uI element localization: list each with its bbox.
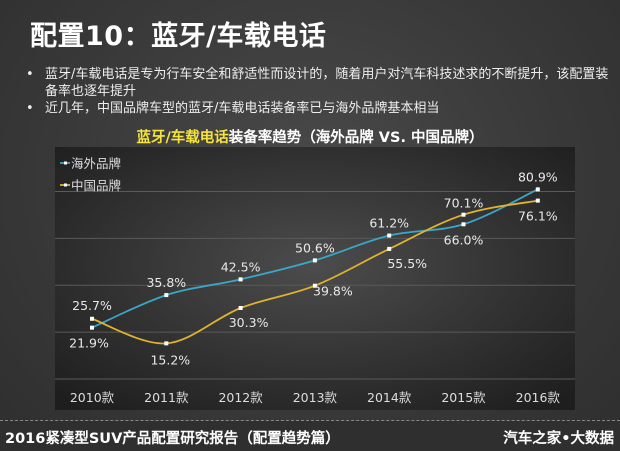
chart-title: 蓝牙/车载电话装备率趋势（海外品牌 VS. 中国品牌） — [0, 126, 620, 147]
data-label: 61.2% — [369, 216, 409, 231]
x-tick-label: 2016款 — [516, 390, 561, 405]
data-label: 15.2% — [150, 352, 190, 367]
data-label: 70.1% — [444, 196, 484, 211]
x-tick-label: 2015款 — [441, 390, 486, 405]
data-label: 50.6% — [295, 240, 335, 255]
data-point — [535, 187, 540, 192]
x-tick-label: 2011款 — [144, 390, 189, 405]
legend-label: 海外品牌 — [71, 156, 121, 171]
bullet-text: 近几年，中国品牌车型的蓝牙/车载电话装备率已与海外品牌基本相当 — [45, 101, 440, 116]
chart-title-rest: 装备率趋势（海外品牌 VS. 中国品牌） — [228, 130, 484, 146]
data-point — [461, 222, 466, 227]
data-label: 76.1% — [518, 209, 558, 224]
data-label: 30.3% — [229, 315, 269, 330]
data-point — [90, 316, 94, 321]
data-point — [90, 325, 94, 330]
data-label: 55.5% — [387, 256, 427, 271]
x-tick-label: 2014款 — [367, 390, 412, 405]
data-point — [164, 293, 169, 298]
data-point — [312, 283, 317, 288]
data-label: 66.0% — [444, 232, 484, 247]
data-label: 35.8% — [146, 275, 186, 290]
bullet-text: 蓝牙/车载电话是专为行车安全和舒适性而设计的，随着用户对汽车科技述求的不断提升，… — [45, 67, 609, 99]
line-chart: 2010款 2011款 2012款 2013款 2014款 2015款 2016款 21.9%… — [55, 147, 575, 410]
data-label: 39.8% — [313, 284, 353, 299]
data-point — [387, 246, 392, 251]
data-label: 42.5% — [221, 259, 261, 274]
legend-marker — [64, 161, 67, 165]
x-tick-label: 2012款 — [218, 390, 263, 405]
data-point — [535, 198, 540, 203]
data-point — [387, 233, 392, 238]
data-point — [312, 258, 317, 263]
data-point — [461, 212, 466, 217]
bullet-item: • 蓝牙/车载电话是专为行车安全和舒适性而设计的，随着用户对汽车科技述求的不断提升… — [20, 66, 620, 100]
x-tick-label: 2013款 — [293, 390, 338, 405]
footer-bar — [0, 421, 620, 451]
footer-brand: 汽车之家•大数据 — [503, 431, 614, 447]
footer-report-title: 2016紧凑型SUV产品配置研究报告（配置趋势篇） — [5, 431, 340, 447]
bullet-list: • 蓝牙/车载电话是专为行车安全和舒适性而设计的，随着用户对汽车科技述求的不断提升… — [20, 66, 620, 117]
x-tick-label: 2010款 — [70, 390, 115, 405]
data-point — [164, 341, 169, 346]
data-label: 21.9% — [69, 336, 109, 351]
bullet-dot: • — [26, 101, 34, 116]
legend-label: 中国品牌 — [71, 178, 121, 193]
data-label: 80.9% — [518, 169, 558, 184]
page-title: 配置10：蓝牙/车载电话 — [30, 21, 327, 52]
legend-marker — [64, 183, 67, 187]
bullet-item: • 近几年，中国品牌车型的蓝牙/车载电话装备率已与海外品牌基本相当 — [20, 100, 620, 117]
bullet-dot: • — [26, 67, 34, 82]
data-point — [238, 305, 243, 310]
data-point — [238, 277, 243, 282]
data-label: 25.7% — [72, 298, 112, 313]
chart-title-highlight: 蓝牙/车载电话 — [136, 130, 229, 146]
footer-divider — [0, 420, 620, 421]
plot-area — [55, 147, 575, 410]
